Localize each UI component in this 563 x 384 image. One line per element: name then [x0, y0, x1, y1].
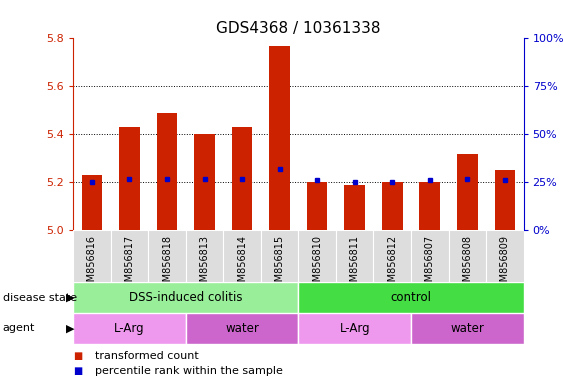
Text: GSM856811: GSM856811	[350, 235, 360, 293]
Bar	[336, 230, 373, 282]
Bar	[298, 313, 411, 344]
Text: GSM856818: GSM856818	[162, 235, 172, 293]
Text: ■: ■	[73, 351, 82, 361]
Bar	[345, 185, 365, 230]
Text: GSM856807: GSM856807	[425, 235, 435, 294]
Bar	[411, 230, 449, 282]
Text: GSM856817: GSM856817	[124, 235, 135, 294]
Bar	[73, 282, 298, 313]
Text: GSM856815: GSM856815	[275, 235, 285, 294]
Text: percentile rank within the sample: percentile rank within the sample	[95, 366, 283, 376]
Bar	[269, 46, 290, 230]
Bar	[82, 175, 102, 230]
Text: water: water	[225, 322, 259, 335]
Text: ■: ■	[73, 366, 82, 376]
Bar	[373, 230, 411, 282]
Bar	[148, 230, 186, 282]
Bar	[419, 182, 440, 230]
Text: disease state: disease state	[3, 293, 77, 303]
Text: GSM856816: GSM856816	[87, 235, 97, 293]
Bar	[382, 182, 403, 230]
Bar	[157, 113, 177, 230]
Text: agent: agent	[3, 323, 35, 333]
Text: L-Arg: L-Arg	[114, 322, 145, 335]
Bar	[119, 127, 140, 230]
Text: GSM856813: GSM856813	[199, 235, 209, 293]
Bar	[73, 230, 111, 282]
Text: GSM856808: GSM856808	[462, 235, 472, 293]
Text: DSS-induced colitis: DSS-induced colitis	[129, 291, 243, 304]
Bar	[411, 313, 524, 344]
Text: GSM856810: GSM856810	[312, 235, 322, 293]
Bar	[232, 127, 252, 230]
Text: ▶: ▶	[66, 293, 75, 303]
Text: GSM856809: GSM856809	[500, 235, 510, 293]
Text: water: water	[450, 322, 484, 335]
Text: control: control	[391, 291, 431, 304]
Bar	[111, 230, 148, 282]
Bar	[224, 230, 261, 282]
Bar	[449, 230, 486, 282]
Bar	[73, 313, 186, 344]
Text: GSM856814: GSM856814	[237, 235, 247, 293]
Title: GDS4368 / 10361338: GDS4368 / 10361338	[216, 21, 381, 36]
Bar	[486, 230, 524, 282]
Text: ▶: ▶	[66, 323, 75, 333]
Bar	[194, 134, 215, 230]
Bar	[261, 230, 298, 282]
Bar	[186, 230, 224, 282]
Bar	[457, 154, 477, 230]
Bar	[298, 230, 336, 282]
Text: GSM856812: GSM856812	[387, 235, 397, 294]
Text: L-Arg: L-Arg	[339, 322, 370, 335]
Bar	[186, 313, 298, 344]
Bar	[494, 170, 515, 230]
Bar	[298, 282, 524, 313]
Text: transformed count: transformed count	[95, 351, 198, 361]
Bar	[307, 182, 328, 230]
